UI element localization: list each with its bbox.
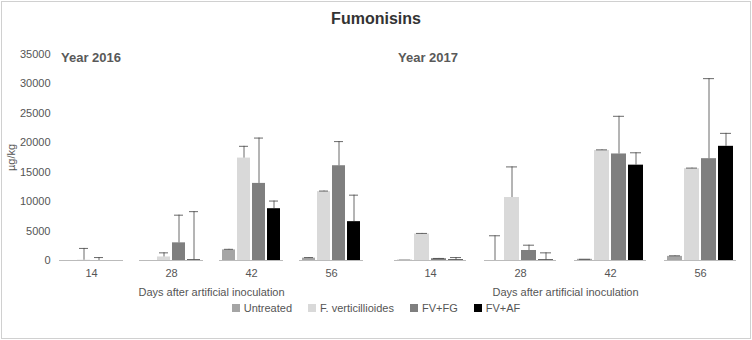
svg-text:14: 14 [424,267,436,279]
html-text:FV+AF: FV+AF [485,302,521,314]
svg-text:28: 28 [165,267,177,279]
html-text:FV+FG: FV+FG [422,302,458,314]
html-text:Year 2017: Year 2017 [398,50,458,65]
svg-text:10000: 10000 [20,195,51,207]
svg-text:56: 56 [694,267,706,279]
html-text:Fumonisins: Fumonisins [331,10,421,27]
svg-text:25000: 25000 [20,107,51,119]
svg-text:42: 42 [604,267,616,279]
svg-text:µg/kg: µg/kg [5,144,17,171]
svg-text:20000: 20000 [20,136,51,148]
html-text:F. verticillioides: F. verticillioides [320,302,394,314]
svg-text:42: 42 [245,267,257,279]
svg-text:14: 14 [85,267,97,279]
svg-text:Days after artificial inoculat: Days after artificial inoculation [138,286,284,298]
svg-text:35000: 35000 [20,48,51,60]
svg-text:56: 56 [325,267,337,279]
html-text:Year 2016: Year 2016 [61,50,121,65]
html-text:Untreated: Untreated [243,302,292,314]
svg-text:15000: 15000 [20,166,51,178]
svg-text:28: 28 [514,267,526,279]
svg-text:Days after artificial inoculat: Days after artificial inoculation [492,286,638,298]
svg-text:30000: 30000 [20,77,51,89]
svg-text:5000: 5000 [26,225,50,237]
svg-text:0: 0 [44,254,50,266]
